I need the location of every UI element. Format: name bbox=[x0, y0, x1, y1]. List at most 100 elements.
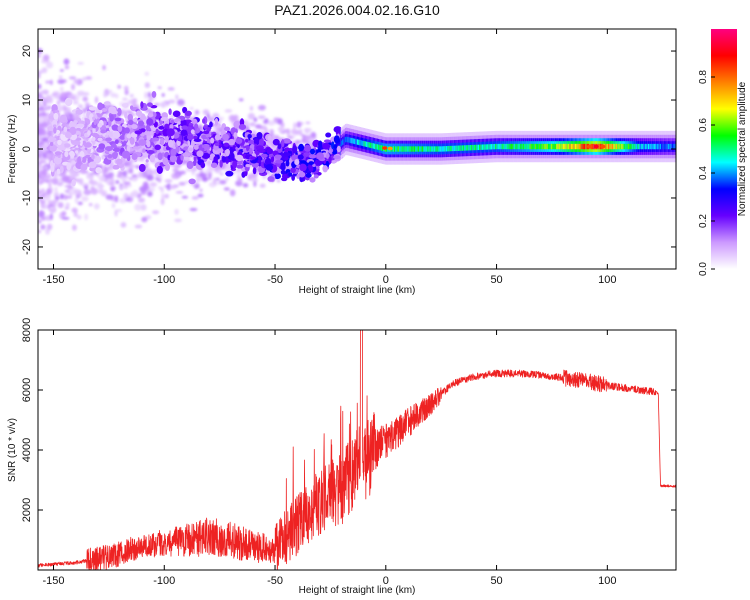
spectrogram-blob bbox=[63, 126, 68, 133]
spectrogram-speckle bbox=[142, 181, 149, 189]
x-tick-label: -100 bbox=[153, 575, 175, 587]
spectrogram-speckle bbox=[131, 177, 139, 181]
spectrogram-blob bbox=[267, 135, 272, 142]
spectrogram-band bbox=[502, 143, 505, 150]
spectrogram-blob bbox=[53, 126, 57, 134]
spectrogram-band bbox=[405, 146, 408, 152]
spectrogram-band bbox=[565, 143, 568, 150]
spectrogram-band bbox=[647, 143, 650, 150]
spectrogram-speckle bbox=[74, 196, 79, 204]
spectrogram-speckle bbox=[312, 132, 317, 138]
spectrogram-speckle bbox=[206, 158, 212, 167]
spectrogram-speckle bbox=[176, 99, 185, 106]
spectrogram-speckle bbox=[56, 104, 64, 112]
spectrogram-speckle bbox=[77, 62, 84, 65]
spectrogram-band bbox=[392, 146, 395, 152]
x-tick-label: 50 bbox=[490, 575, 502, 587]
spectrogram-speckle bbox=[84, 213, 89, 221]
spectrogram-band bbox=[420, 146, 423, 152]
spectrogram-blob bbox=[182, 152, 191, 158]
spectrogram-speckle bbox=[131, 190, 139, 198]
x-tick-label: -150 bbox=[42, 274, 64, 286]
spectrogram-band bbox=[343, 138, 346, 144]
spectrogram-speckle bbox=[249, 122, 256, 127]
spectrogram-band bbox=[625, 143, 627, 150]
spectrogram-blob bbox=[200, 162, 206, 169]
snr-x-ticks: -150 -100 -50 0 50 100 bbox=[42, 330, 617, 587]
spectrogram-blob bbox=[93, 118, 97, 126]
spectrogram-blob bbox=[91, 136, 96, 142]
spectrogram-speckle bbox=[161, 193, 165, 200]
spectrogram-blob bbox=[159, 137, 165, 146]
spectrogram-blob bbox=[280, 163, 286, 171]
colorbar-tick-label: 0.0 bbox=[698, 262, 709, 276]
spectrogram-speckle bbox=[212, 177, 217, 185]
spectrogram-band bbox=[504, 143, 506, 150]
spectrogram-band bbox=[566, 143, 569, 150]
spectrogram-band bbox=[435, 146, 437, 152]
spectrogram-speckle bbox=[68, 76, 77, 80]
colorbar-tick-label: 0.2 bbox=[698, 214, 709, 228]
spectrogram-speckle bbox=[38, 190, 42, 194]
y-tick-label: 4000 bbox=[21, 438, 33, 462]
spectrogram-blob bbox=[245, 163, 251, 168]
spectrogram-speckle bbox=[286, 128, 291, 136]
spectrogram-band bbox=[662, 143, 665, 150]
spectrogram-band bbox=[546, 143, 549, 150]
spectrogram-band bbox=[663, 143, 666, 150]
spectrogram-speckle bbox=[110, 93, 117, 98]
spectrogram-band bbox=[395, 146, 397, 152]
spectrogram-speckle bbox=[90, 187, 98, 195]
spectrogram-blob bbox=[77, 156, 82, 165]
spectrogram-speckle bbox=[99, 183, 104, 190]
spectrogram-band bbox=[352, 138, 355, 144]
spectrogram-band bbox=[526, 143, 529, 150]
colorbar: 0.00.20.40.60.8 Normalized spectral ampl… bbox=[698, 29, 748, 276]
snr-y-label: SNR (10 * v/v) bbox=[7, 418, 18, 482]
spectrogram-speckle bbox=[64, 65, 70, 70]
spectrogram-band bbox=[677, 144, 679, 149]
spectrogram-blob bbox=[112, 151, 118, 160]
spectrogram-blob bbox=[187, 147, 194, 152]
spectrogram-blob bbox=[224, 126, 231, 132]
spectrogram-blob bbox=[336, 145, 341, 153]
spectrogram-blob bbox=[333, 144, 338, 149]
spectrogram-speckle bbox=[71, 224, 77, 231]
spectrogram-blob bbox=[64, 132, 72, 139]
spectrogram-band bbox=[643, 143, 646, 150]
spectrogram-speckle bbox=[172, 168, 179, 173]
spectrogram-band bbox=[409, 146, 412, 152]
spectrogram-speckle bbox=[115, 180, 120, 184]
spectrogram-speckle bbox=[38, 178, 42, 184]
spectrogram-blob bbox=[160, 116, 169, 122]
spectrogram-band bbox=[483, 144, 485, 150]
spectrogram-band bbox=[657, 143, 659, 150]
spectrogram-peak bbox=[593, 144, 599, 149]
spectrogram-blob bbox=[126, 145, 131, 153]
spectrogram-band bbox=[346, 136, 348, 143]
spectrogram-speckle bbox=[278, 126, 285, 133]
spectrogram-speckle bbox=[67, 184, 73, 190]
spectrogram-blob bbox=[168, 108, 172, 116]
spectrogram-speckle bbox=[219, 172, 224, 176]
spectrogram-blob bbox=[137, 120, 145, 127]
spectrogram-speckle bbox=[46, 223, 53, 231]
spectrogram-blob bbox=[258, 148, 266, 154]
spectrogram-band bbox=[578, 143, 581, 150]
spectrogram-band bbox=[542, 143, 545, 150]
spectrogram-speckle bbox=[38, 128, 46, 136]
spectrogram-speckle bbox=[247, 173, 253, 181]
spectrogram-band bbox=[517, 143, 520, 150]
spectrogram-band bbox=[528, 143, 530, 150]
x-tick-label: -150 bbox=[42, 575, 64, 587]
spectrogram-band bbox=[423, 146, 425, 152]
spectrogram-blob bbox=[196, 150, 204, 158]
spectrogram-blob bbox=[139, 116, 147, 120]
spectrogram-band bbox=[452, 145, 455, 152]
spectrogram-band bbox=[609, 143, 611, 150]
spectrogram-band bbox=[407, 146, 409, 152]
spectrogram-blob bbox=[265, 164, 274, 171]
spectrogram-blob bbox=[53, 156, 62, 165]
spectrogram-speckle bbox=[160, 198, 165, 206]
